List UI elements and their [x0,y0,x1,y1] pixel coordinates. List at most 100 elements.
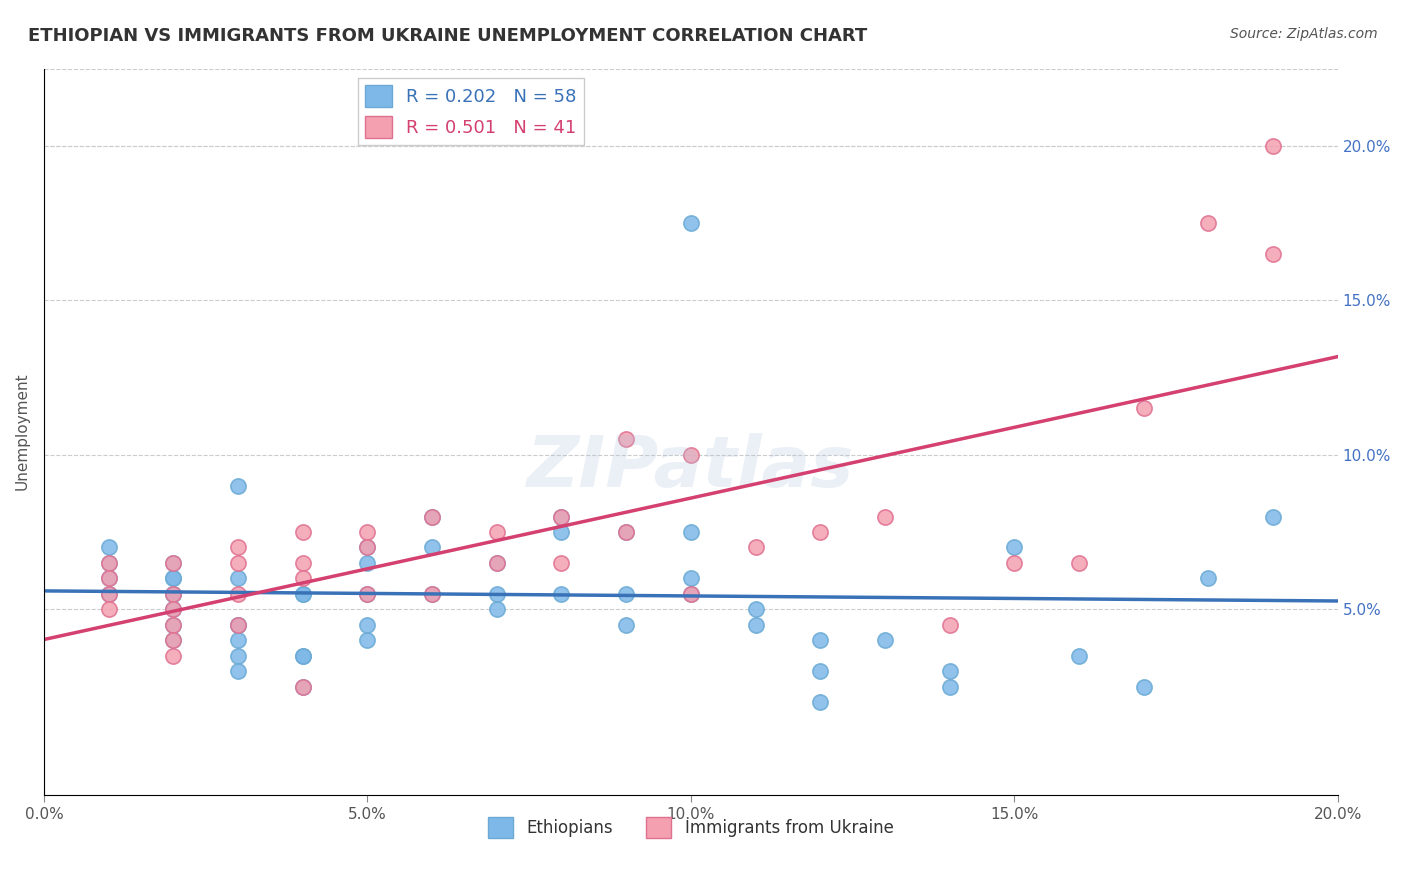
Point [226,587,249,601]
Point [938,680,960,694]
Point [808,524,831,539]
Point [873,633,896,648]
Point [97,556,120,570]
Point [97,587,120,601]
Point [356,617,378,632]
Point [744,617,766,632]
Point [614,617,637,632]
Point [679,571,702,585]
Point [679,448,702,462]
Point [97,602,120,616]
Point [97,571,120,585]
Point [1132,680,1154,694]
Point [1261,509,1284,524]
Point [550,524,572,539]
Point [162,602,184,616]
Point [97,587,120,601]
Point [1261,138,1284,153]
Point [485,524,508,539]
Point [420,587,443,601]
Point [808,695,831,709]
Point [1002,556,1025,570]
Point [1067,556,1090,570]
Point [420,509,443,524]
Point [873,509,896,524]
Point [226,648,249,663]
Point [226,478,249,492]
Point [291,571,314,585]
Point [162,617,184,632]
Point [614,433,637,447]
Point [485,556,508,570]
Point [1132,401,1154,416]
Point [162,602,184,616]
Point [356,524,378,539]
Point [226,571,249,585]
Text: Source: ZipAtlas.com: Source: ZipAtlas.com [1230,27,1378,41]
Point [938,617,960,632]
Point [1197,216,1219,230]
Point [226,664,249,678]
Point [97,541,120,555]
Point [1002,541,1025,555]
Point [808,664,831,678]
Point [614,587,637,601]
Point [485,602,508,616]
Point [226,617,249,632]
Point [226,617,249,632]
Point [291,648,314,663]
Point [356,541,378,555]
Point [162,556,184,570]
Point [162,587,184,601]
Point [550,509,572,524]
Point [356,587,378,601]
Point [291,556,314,570]
Point [226,633,249,648]
Y-axis label: Unemployment: Unemployment [15,373,30,491]
Point [679,587,702,601]
Point [1197,571,1219,585]
Point [679,524,702,539]
Point [291,680,314,694]
Point [550,509,572,524]
Point [291,587,314,601]
Point [226,617,249,632]
Point [485,556,508,570]
Point [291,648,314,663]
Point [1067,648,1090,663]
Point [162,571,184,585]
Point [679,216,702,230]
Point [550,556,572,570]
Point [679,587,702,601]
Point [162,587,184,601]
Point [744,602,766,616]
Point [291,587,314,601]
Point [485,587,508,601]
Legend: Ethiopians, Immigrants from Ukraine: Ethiopians, Immigrants from Ukraine [481,811,900,845]
Point [356,556,378,570]
Point [1261,247,1284,261]
Point [162,571,184,585]
Text: ZIPatlas: ZIPatlas [527,434,855,502]
Point [97,571,120,585]
Point [356,633,378,648]
Point [938,664,960,678]
Point [420,587,443,601]
Point [420,509,443,524]
Point [808,633,831,648]
Point [162,633,184,648]
Point [744,541,766,555]
Point [356,541,378,555]
Point [162,648,184,663]
Point [356,587,378,601]
Point [162,617,184,632]
Point [614,524,637,539]
Point [226,556,249,570]
Point [162,556,184,570]
Point [162,633,184,648]
Point [614,524,637,539]
Point [226,541,249,555]
Point [291,680,314,694]
Text: ETHIOPIAN VS IMMIGRANTS FROM UKRAINE UNEMPLOYMENT CORRELATION CHART: ETHIOPIAN VS IMMIGRANTS FROM UKRAINE UNE… [28,27,868,45]
Point [97,556,120,570]
